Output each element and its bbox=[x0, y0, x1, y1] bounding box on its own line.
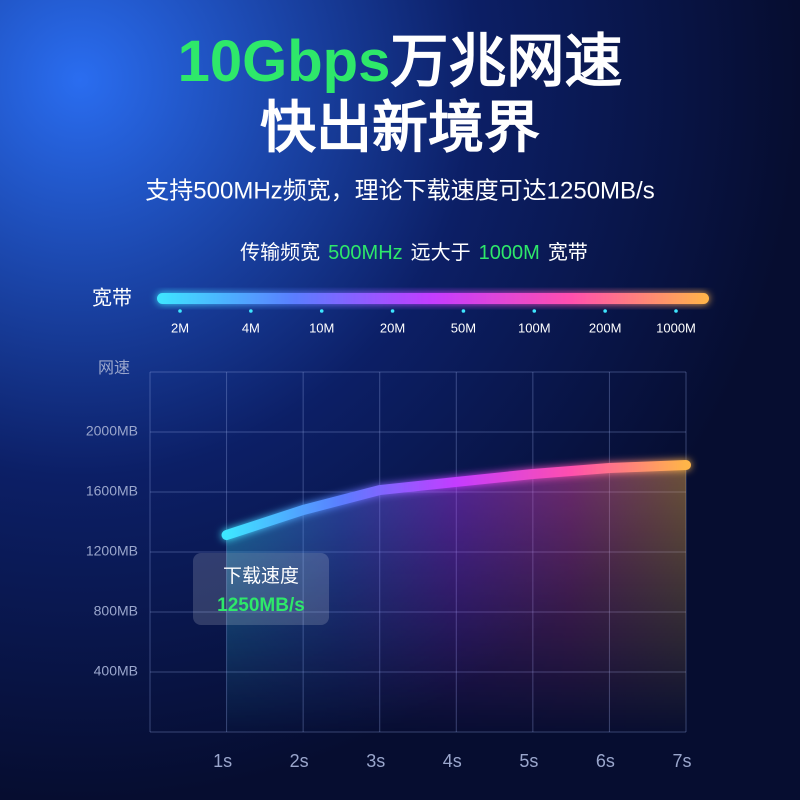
bandwidth-tick: 20M bbox=[380, 320, 405, 335]
note-part: 宽带 bbox=[548, 241, 588, 264]
bandwidth-bar bbox=[157, 293, 709, 304]
bandwidth-tick: 2M bbox=[171, 320, 189, 335]
annotation-value: 1250MB/s bbox=[217, 595, 305, 616]
y-tick-label: 2000MB bbox=[86, 423, 138, 439]
title-line2: 快出新境界 bbox=[260, 96, 540, 159]
x-tick-label: 6s bbox=[596, 751, 615, 771]
bandwidth-tick: 1000M bbox=[656, 320, 696, 335]
title: 10Gbps万兆网速 bbox=[178, 29, 623, 94]
bandwidth-dot bbox=[319, 309, 324, 313]
bandwidth-note: 传输频宽 500MHz 远大于 1000M 宽带 bbox=[240, 241, 588, 264]
annotation-label: 下载速度 bbox=[223, 565, 299, 587]
note-part: 1000M bbox=[479, 242, 540, 264]
bandwidth-tick: 10M bbox=[309, 320, 334, 335]
y-axis-label: 网速 bbox=[98, 359, 130, 377]
y-tick-label: 1200MB bbox=[86, 543, 138, 559]
x-tick-label: 1s bbox=[213, 751, 232, 771]
x-tick-label: 5s bbox=[519, 751, 538, 771]
bandwidth-dot bbox=[249, 309, 253, 313]
y-tick-label: 800MB bbox=[94, 603, 138, 619]
title-highlight: 10Gbps bbox=[178, 29, 391, 94]
x-tick-label: 7s bbox=[672, 751, 691, 771]
note-part: 远大于 bbox=[411, 241, 471, 264]
x-tick-label: 3s bbox=[366, 751, 385, 771]
y-tick-label: 400MB bbox=[94, 663, 138, 679]
bandwidth-dot bbox=[532, 309, 537, 313]
bandwidth-dot bbox=[674, 309, 678, 313]
bandwidth-dot bbox=[178, 309, 182, 313]
x-tick-label: 2s bbox=[290, 751, 309, 771]
bandwidth-label: 宽带 bbox=[92, 286, 132, 309]
note-part: 500MHz bbox=[328, 242, 402, 264]
bandwidth-dot bbox=[603, 309, 607, 313]
bandwidth-dot bbox=[390, 309, 395, 313]
x-tick-label: 4s bbox=[443, 751, 462, 771]
bandwidth-tick: 4M bbox=[242, 320, 260, 335]
subtitle: 支持500MHz频宽，理论下载速度可达1250MB/s bbox=[145, 177, 654, 204]
area bbox=[226, 465, 687, 732]
y-tick-label: 1600MB bbox=[86, 483, 138, 499]
bandwidth-tick: 100M bbox=[518, 320, 551, 335]
line bbox=[221, 460, 691, 541]
title-rest: 万兆网速 bbox=[390, 29, 622, 94]
annotation-box bbox=[193, 553, 329, 625]
bandwidth-dot bbox=[461, 309, 466, 313]
bandwidth-tick: 50M bbox=[451, 320, 476, 335]
bandwidth-tick: 200M bbox=[589, 320, 622, 335]
note-part: 传输频宽 bbox=[240, 241, 320, 264]
